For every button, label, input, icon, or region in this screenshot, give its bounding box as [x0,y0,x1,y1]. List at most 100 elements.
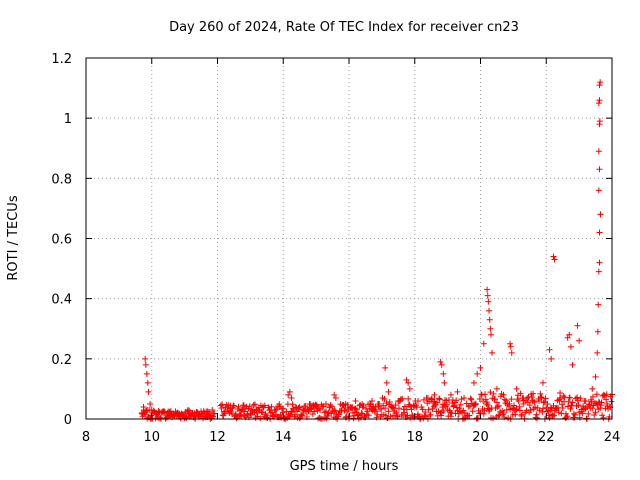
data-point [560,393,567,400]
data-point [566,394,573,401]
data-point [524,394,531,401]
data-point [544,401,551,408]
data-point [574,394,581,401]
y-tick-label: 1 [64,112,72,127]
data-point [603,391,610,398]
data-point [531,399,538,406]
axis-ticks: 8 10 12 14 16 18 20 22 24 0 0.2 0.4 0.6 0.8 1 1.2 [51,52,620,445]
data-point [406,385,413,392]
data-point [405,395,412,402]
data-point [393,409,400,416]
data-point [358,410,365,417]
data-point [259,409,266,416]
data-point [472,401,479,408]
data-point [551,256,558,263]
data-point [453,404,460,411]
data-point [481,407,488,414]
data-point [415,411,422,418]
data-point [372,408,379,415]
data-point [421,412,428,419]
data-point [425,406,432,413]
data-point [273,411,280,418]
data-point [501,396,508,403]
data-point [555,409,562,416]
data-point [246,403,253,410]
data-point [507,340,514,347]
data-point [507,343,514,350]
data-point [436,395,443,402]
data-point [264,415,271,422]
data-point [486,316,493,323]
data-point [309,411,316,418]
data-point [429,405,436,412]
data-point [403,376,410,383]
data-point [574,322,581,329]
data-point [533,411,540,418]
data-point [495,412,502,419]
data-point [595,148,602,155]
data-point [200,415,207,422]
data-point [401,403,408,410]
data-point [588,398,595,405]
data-point [532,414,539,421]
data-point [461,394,468,401]
data-point [585,401,592,408]
data-point [546,346,553,353]
data-point [537,390,544,397]
data-point [387,413,394,420]
data-point [527,406,534,413]
data-point [566,331,573,338]
y-tick-label: 0.2 [51,353,72,368]
data-point [233,415,240,422]
data-point [447,413,454,420]
x-tick-label: 24 [604,430,621,445]
data-point [454,388,461,395]
data-point [484,399,491,406]
data-point [572,411,579,418]
data-point [586,401,593,408]
data-point [484,401,491,408]
data-point [307,406,314,413]
data-point [528,394,535,401]
data-point [526,402,533,409]
x-tick-label: 8 [82,430,90,445]
data-point [292,411,299,418]
data-point [503,397,510,404]
data-point [325,409,332,416]
x-tick-label: 14 [275,430,292,445]
data-point [565,398,572,405]
data-point [288,394,295,401]
data-point [220,412,227,419]
data-point [157,414,164,421]
data-point [594,328,601,335]
data-point [595,268,602,275]
data-point [551,412,558,419]
data-point [493,385,500,392]
data-point [438,412,445,419]
data-point [595,187,602,194]
data-point [261,402,268,409]
data-point [595,301,602,308]
data-point [205,409,212,416]
data-point [485,405,492,412]
data-point [386,398,393,405]
data-point [596,166,603,173]
x-tick-label: 18 [406,430,423,445]
data-point [408,406,415,413]
data-point [592,373,599,380]
data-point [539,409,546,416]
data-point [488,331,495,338]
data-point [218,405,225,412]
data-point [599,412,606,419]
data-point [608,398,615,405]
data-point [513,385,520,392]
data-point [273,406,280,413]
data-point [546,414,553,421]
data-point [344,401,351,408]
data-point [427,411,434,418]
data-point [399,395,406,402]
data-point [294,408,301,415]
data-point [267,409,274,416]
data-point [517,390,524,397]
data-point [597,405,604,412]
